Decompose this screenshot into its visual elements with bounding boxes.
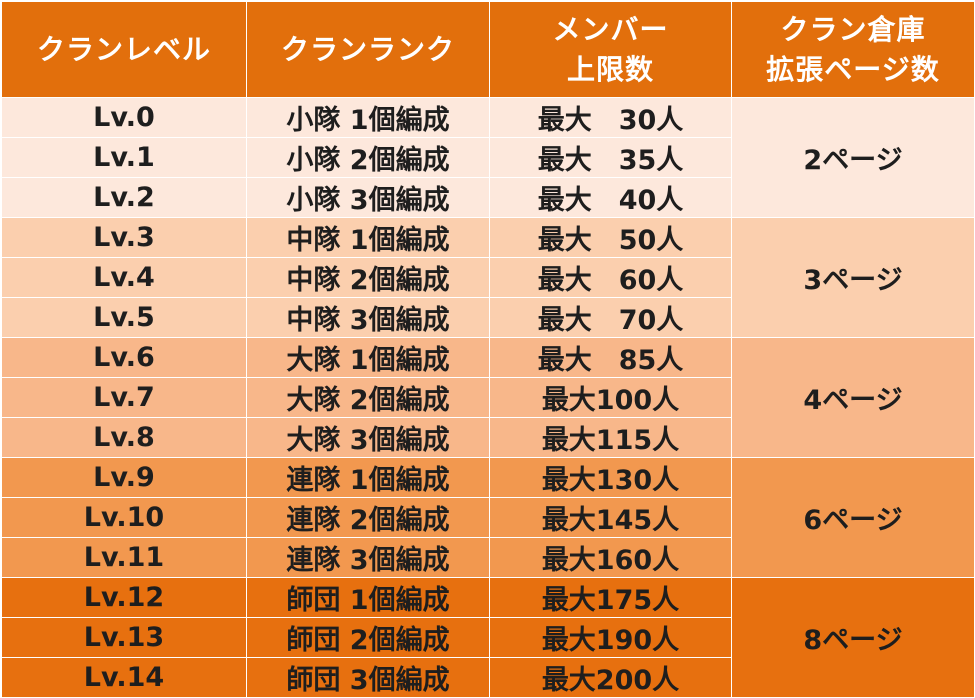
table-row: Lv.12 師団 1個編成 最大175人 8ページ bbox=[1, 577, 975, 698]
table-row: Lv.2 小隊 3個編成 最大 40人 bbox=[1, 177, 975, 218]
rank-cell: 大隊 2個編成 bbox=[246, 377, 490, 418]
member-limit-cell: 最大 60人 bbox=[489, 257, 732, 298]
header-storage-pages: クラン倉庫 拡張ページ数 bbox=[731, 1, 975, 98]
table-row: Lv.5 中隊 3個編成 最大 70人 bbox=[1, 297, 975, 338]
member-limit-cell: 最大145人 bbox=[489, 497, 732, 538]
level-cell: Lv.1 bbox=[1, 137, 247, 178]
member-limit-cell: 最大 50人 bbox=[489, 217, 732, 258]
table-row: Lv.8 大隊 3個編成 最大115人 bbox=[1, 417, 975, 458]
table-row: Lv.13 師団 2個編成 最大190人 bbox=[1, 617, 975, 658]
member-limit-cell: 最大 70人 bbox=[489, 297, 732, 338]
header-clan-level: クランレベル bbox=[1, 1, 247, 98]
table-row: Lv.7 大隊 2個編成 最大100人 bbox=[1, 377, 975, 418]
member-limit-cell: 最大 40人 bbox=[489, 177, 732, 218]
level-cell: Lv.6 bbox=[1, 337, 247, 378]
header-row: クランレベル クランランク メンバー 上限数 クラン倉庫 拡張ページ数 bbox=[1, 1, 975, 98]
header-storage-pages-line1: クラン倉庫 bbox=[780, 12, 926, 46]
table-row: Lv.11 連隊 3個編成 最大160人 bbox=[1, 537, 975, 578]
header-storage-pages-line2: 拡張ページ数 bbox=[766, 52, 940, 86]
member-limit-cell: 最大200人 bbox=[489, 657, 732, 698]
table-row: Lv.6 大隊 1個編成 最大 85人 4ページ bbox=[1, 337, 975, 458]
table-row: Lv.9 連隊 1個編成 最大130人 6ページ bbox=[1, 457, 975, 578]
rank-cell: 連隊 1個編成 bbox=[246, 457, 490, 498]
table-row: Lv.4 中隊 2個編成 最大 60人 bbox=[1, 257, 975, 298]
level-cell: Lv.11 bbox=[1, 537, 247, 578]
storage-pages-cell: 3ページ bbox=[731, 217, 975, 338]
rank-cell: 師団 3個編成 bbox=[246, 657, 490, 698]
storage-pages-cell: 2ページ bbox=[731, 97, 975, 218]
member-limit-cell: 最大 85人 bbox=[489, 337, 732, 378]
header-clan-rank: クランランク bbox=[246, 1, 490, 98]
level-cell: Lv.12 bbox=[1, 577, 247, 618]
level-cell: Lv.10 bbox=[1, 497, 247, 538]
rank-cell: 中隊 2個編成 bbox=[246, 257, 490, 298]
rank-cell: 連隊 2個編成 bbox=[246, 497, 490, 538]
storage-pages-cell: 4ページ bbox=[731, 337, 975, 458]
rank-cell: 中隊 3個編成 bbox=[246, 297, 490, 338]
member-limit-cell: 最大160人 bbox=[489, 537, 732, 578]
header-member-limit-line1: メンバー bbox=[552, 12, 669, 46]
level-cell: Lv.0 bbox=[1, 97, 247, 138]
table-row: Lv.0 小隊 1個編成 最大 30人 2ページ bbox=[1, 97, 975, 218]
rank-cell: 大隊 3個編成 bbox=[246, 417, 490, 458]
table-row: Lv.10 連隊 2個編成 最大145人 bbox=[1, 497, 975, 538]
rank-cell: 師団 1個編成 bbox=[246, 577, 490, 618]
storage-pages-cell: 8ページ bbox=[731, 577, 975, 698]
rank-cell: 小隊 3個編成 bbox=[246, 177, 490, 218]
rank-cell: 大隊 1個編成 bbox=[246, 337, 490, 378]
header-member-limit-line2: 上限数 bbox=[566, 52, 654, 86]
member-limit-cell: 最大190人 bbox=[489, 617, 732, 658]
level-cell: Lv.5 bbox=[1, 297, 247, 338]
member-limit-cell: 最大 30人 bbox=[489, 97, 732, 138]
level-cell: Lv.7 bbox=[1, 377, 247, 418]
rank-cell: 師団 2個編成 bbox=[246, 617, 490, 658]
rank-cell: 中隊 1個編成 bbox=[246, 217, 490, 258]
member-limit-cell: 最大130人 bbox=[489, 457, 732, 498]
rank-cell: 小隊 2個編成 bbox=[246, 137, 490, 178]
level-cell: Lv.13 bbox=[1, 617, 247, 658]
level-cell: Lv.3 bbox=[1, 217, 247, 258]
level-cell: Lv.4 bbox=[1, 257, 247, 298]
level-cell: Lv.8 bbox=[1, 417, 247, 458]
rank-cell: 連隊 3個編成 bbox=[246, 537, 490, 578]
table-row: Lv.1 小隊 2個編成 最大 35人 bbox=[1, 137, 975, 178]
member-limit-cell: 最大115人 bbox=[489, 417, 732, 458]
level-cell: Lv.9 bbox=[1, 457, 247, 498]
member-limit-cell: 最大 35人 bbox=[489, 137, 732, 178]
level-cell: Lv.14 bbox=[1, 657, 247, 698]
member-limit-cell: 最大175人 bbox=[489, 577, 732, 618]
member-limit-cell: 最大100人 bbox=[489, 377, 732, 418]
storage-pages-cell: 6ページ bbox=[731, 457, 975, 578]
header-member-limit: メンバー 上限数 bbox=[489, 1, 732, 98]
rank-cell: 小隊 1個編成 bbox=[246, 97, 490, 138]
level-cell: Lv.2 bbox=[1, 177, 247, 218]
table-row: Lv.3 中隊 1個編成 最大 50人 3ページ bbox=[1, 217, 975, 338]
